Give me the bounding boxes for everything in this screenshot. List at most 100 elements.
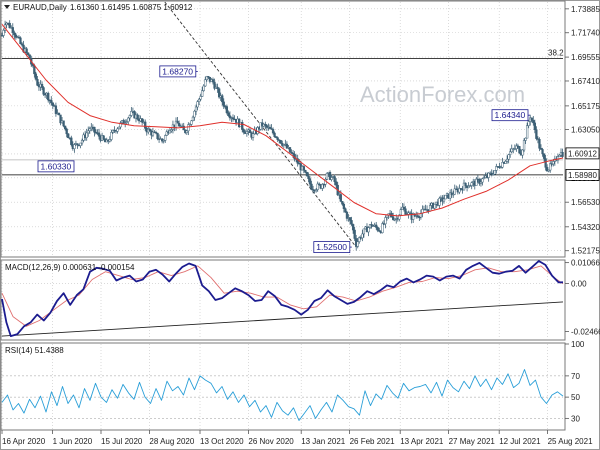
candle-body	[304, 170, 307, 173]
candle-body	[42, 87, 45, 95]
candle-body	[315, 189, 318, 192]
candle-body	[513, 148, 516, 150]
candle-body	[51, 102, 54, 106]
candle-body	[322, 184, 326, 186]
candle-body	[279, 140, 282, 144]
candle-body	[73, 144, 76, 149]
candle-body	[385, 214, 389, 218]
candle-body	[490, 172, 493, 175]
candle-body	[452, 193, 455, 196]
candle-body	[367, 227, 370, 233]
candle-body	[124, 122, 127, 124]
macd-panel-frame	[0, 259, 566, 341]
price-annotation-text: 1.60330	[41, 161, 72, 171]
candle-body	[185, 130, 188, 133]
price-annotations: 1.68270 1.60330 1.52500 1.64340	[37, 65, 530, 253]
candle-body	[59, 114, 62, 124]
candle-body	[127, 117, 130, 122]
candle-body	[47, 92, 50, 101]
x-tick-label: 13 Oct 2020	[200, 437, 244, 446]
y-tick-label: 1.69555	[571, 53, 600, 62]
candle-body	[154, 132, 158, 134]
candle-body	[188, 124, 192, 126]
candle-body	[164, 135, 167, 141]
candle-body	[351, 224, 355, 231]
candle-body	[40, 83, 44, 88]
candle-body	[187, 124, 190, 132]
candle-body	[88, 128, 91, 132]
x-tick-label: 15 Jul 2020	[101, 437, 143, 446]
candle-body	[241, 122, 244, 130]
candle-body	[194, 106, 198, 112]
candle-body	[378, 230, 381, 232]
candle-body	[76, 143, 79, 146]
candle-body	[398, 214, 401, 220]
symbol-dropdown-icon[interactable]	[4, 5, 10, 9]
candle-body	[276, 137, 279, 141]
candle-body	[248, 129, 252, 134]
y-tick-label: 1.54320	[571, 223, 600, 232]
y-tick-label: 1.65175	[571, 102, 600, 111]
x-tick-label: 13 Apr 2021	[400, 437, 444, 446]
candle-body	[264, 123, 267, 126]
candle-body	[217, 88, 221, 98]
candle-body	[111, 129, 115, 133]
macd-y-tick-label: 0.00	[571, 279, 587, 288]
candle-body	[79, 142, 82, 146]
candle-body	[532, 120, 535, 124]
price-axis-tag	[565, 147, 600, 160]
candle-body	[376, 227, 379, 231]
candle-body	[33, 65, 36, 75]
chart-header: EURAUD,Daily 1.61360 1.61495 1.60875 1.6…	[4, 3, 193, 12]
candle-body	[117, 126, 121, 130]
main-price-hlines: 38.2	[2, 48, 564, 176]
macd-signal-polyline	[1, 265, 564, 327]
candle-body	[384, 217, 387, 225]
candle-body	[358, 237, 361, 242]
candle-body	[19, 37, 22, 44]
rsi-yaxis: 100 70 50 30	[565, 340, 585, 423]
candle-body	[20, 43, 24, 46]
chart-header-title: EURAUD,Daily	[13, 3, 67, 12]
candle-body	[475, 178, 478, 186]
candle-body	[542, 153, 546, 159]
candle-body	[515, 145, 518, 149]
candle-body	[321, 184, 324, 189]
candle-body	[371, 225, 375, 227]
candle-body	[122, 120, 125, 124]
candle-body	[176, 120, 179, 124]
candle-body	[469, 185, 472, 187]
candle-body	[97, 132, 101, 137]
candle-body	[288, 147, 292, 153]
candle-body	[448, 192, 452, 199]
candle-body	[205, 76, 208, 80]
candle-body	[231, 117, 235, 120]
candle-body	[350, 220, 353, 225]
macd-signal-line	[1, 265, 564, 327]
candle-body	[507, 154, 510, 160]
y-tick-label: 1.71740	[571, 29, 600, 38]
candle-body	[177, 122, 181, 127]
price-annotation-box	[37, 160, 75, 173]
candle-body	[316, 183, 319, 190]
candle-body	[501, 162, 504, 168]
candle-body	[330, 177, 333, 180]
candle-body	[458, 188, 461, 193]
candle-body	[227, 112, 230, 116]
candle-body	[216, 86, 219, 90]
price-annotation-text: 1.68270	[162, 66, 193, 76]
candle-body	[85, 132, 88, 139]
candle-body	[108, 139, 111, 142]
candle-body	[17, 36, 21, 39]
rsi-polyline	[1, 369, 564, 421]
candle-body	[110, 132, 113, 140]
candle-body	[525, 125, 529, 139]
candle-body	[311, 189, 315, 191]
candle-body	[136, 114, 139, 120]
candle-body	[228, 115, 232, 119]
price-axis-tag	[565, 168, 600, 181]
candle-body	[541, 149, 544, 155]
candle-body	[27, 52, 30, 56]
rsi-y-tick-label: 70	[571, 372, 580, 381]
